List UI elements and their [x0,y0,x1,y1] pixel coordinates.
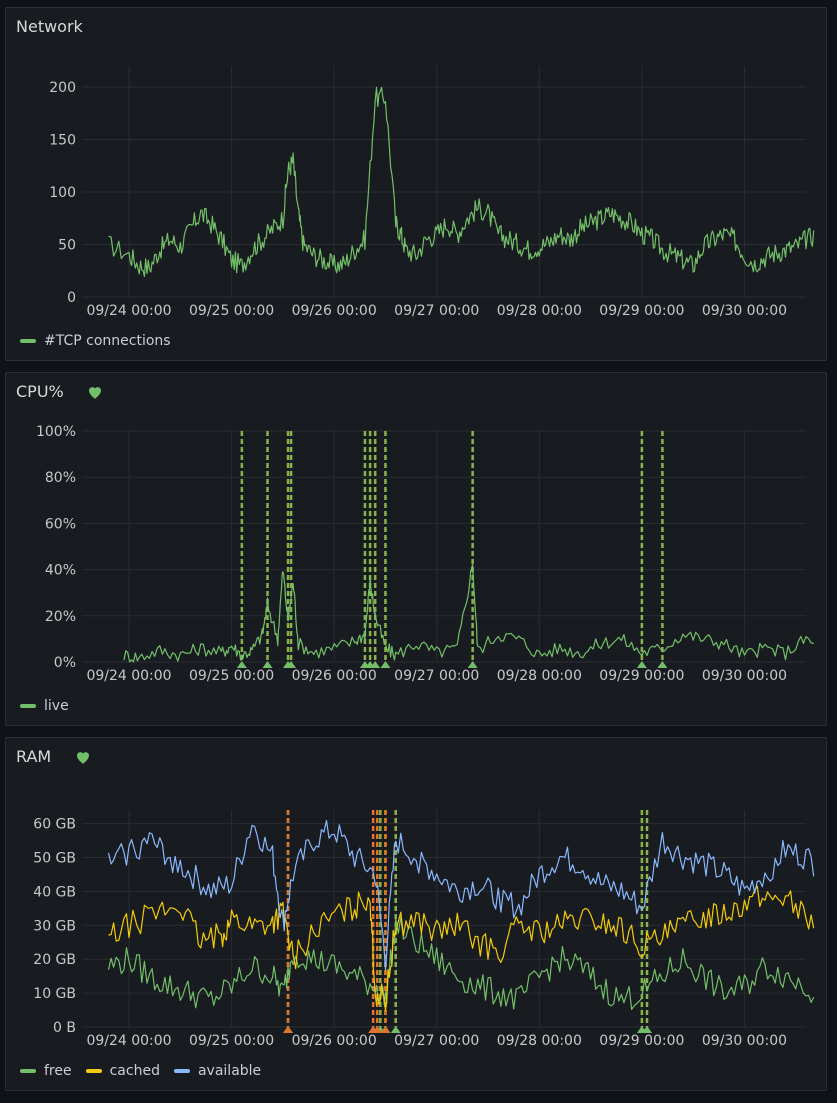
legend-label: cached [109,1063,160,1079]
annotation-marker [262,661,273,668]
y-tick-label: 10 GB [33,986,76,1002]
y-tick-label: 200 [49,80,76,96]
y-tick-label: 30 GB [33,918,76,934]
ram-panel: RAM 0 B 10 GB 20 GB 30 GB 40 GB 50 GB 60 GB 09/… [5,737,827,1091]
x-tick-label: 09/25 00:00 [189,1033,274,1049]
y-tick-label: 100% [36,424,76,440]
y-tick-label: 50 GB [33,850,76,866]
legend-label: live [44,698,69,714]
legend-label: available [197,1063,262,1079]
series-line-available [107,820,815,971]
y-tick-label: 20% [45,609,76,625]
series-line-live [123,564,814,663]
ram-chart: 0 B 10 GB 20 GB 30 GB 40 GB 50 GB 60 GB 09/24 0… [33,810,815,1049]
y-tick-label: 0% [54,655,76,671]
legend-swatch [20,339,36,343]
legend-swatch [20,1069,36,1073]
legend-item-available[interactable]: available [173,1063,262,1079]
y-tick-label: 60% [45,516,76,532]
legend-item-free[interactable]: free [20,1063,72,1079]
annotation-marker [636,661,647,668]
network-chart: 0 50 100 150 200 09/24 00:00 09/25 00:00 09/26 … [49,66,815,319]
legend: free cached available [20,1063,261,1079]
legend-item-live[interactable]: live [20,698,69,714]
x-tick-label: 09/27 00:00 [394,1033,479,1049]
x-tick-label: 09/24 00:00 [86,668,171,684]
x-tick-label: 09/28 00:00 [497,1033,582,1049]
annotation-marker [370,661,381,668]
heart-icon[interactable] [74,748,92,766]
x-tick-label: 09/30 00:00 [702,668,787,684]
annotation-marker [390,1026,401,1033]
legend: live [20,698,69,714]
alert-marker [380,1026,391,1033]
annotation-marker [467,661,478,668]
legend-swatch [20,704,36,708]
y-tick-label: 0 [67,290,76,306]
annotation-marker [657,661,668,668]
legend-label: #TCP connections [44,333,171,349]
series-line-cached [108,885,815,1012]
legend-label: free [44,1063,72,1079]
y-tick-label: 40% [45,563,76,579]
y-tick-label: 100 [49,185,76,201]
y-tick-label: 20 GB [33,952,76,968]
legend-swatch [173,1069,190,1073]
x-tick-label: 09/28 00:00 [497,668,582,684]
cpu-panel: CPU% 0% 20% 40% 60% 80% 100% 09/24 00:00 09/25 … [5,372,827,726]
x-tick-label: 09/30 00:00 [702,1033,787,1049]
x-tick-label: 09/26 00:00 [292,668,377,684]
panel-title: RAM [16,747,52,766]
x-tick-label: 09/25 00:00 [189,303,274,319]
x-tick-label: 09/26 00:00 [292,303,377,319]
y-tick-label: 80% [45,470,76,486]
legend-swatch [85,1069,102,1073]
network-panel: Network 0 50 100 150 200 09/24 00:00 09/25 00:… [5,7,827,361]
x-tick-label: 09/27 00:00 [394,668,479,684]
panel-title: CPU% [16,382,64,401]
cpu-chart: 0% 20% 40% 60% 80% 100% 09/24 00:00 09/25 00:00… [36,424,814,684]
x-tick-label: 09/29 00:00 [599,1033,684,1049]
x-tick-label: 09/25 00:00 [189,668,274,684]
x-tick-label: 09/30 00:00 [702,303,787,319]
heart-icon[interactable] [86,383,104,401]
legend-item-tcp[interactable]: #TCP connections [20,333,171,349]
alert-marker [283,1026,294,1033]
y-tick-label: 60 GB [33,817,76,833]
x-tick-label: 09/29 00:00 [599,303,684,319]
legend: #TCP connections [20,333,171,349]
x-tick-label: 09/24 00:00 [86,1033,171,1049]
legend-item-cached[interactable]: cached [85,1063,160,1079]
x-tick-label: 09/29 00:00 [599,668,684,684]
x-tick-label: 09/26 00:00 [292,1033,377,1049]
x-tick-label: 09/28 00:00 [497,303,582,319]
panel-title: Network [16,17,83,36]
y-tick-label: 150 [49,133,76,149]
annotation-marker [380,661,391,668]
x-tick-label: 09/24 00:00 [86,303,171,319]
series-line--tcp-connections [108,86,815,277]
y-tick-label: 40 GB [33,884,76,900]
series-line-free [107,916,815,1010]
annotation-marker [642,1026,653,1033]
annotation-marker [236,661,247,668]
y-tick-label: 50 [58,238,76,254]
y-tick-label: 0 B [53,1020,76,1036]
x-tick-label: 09/27 00:00 [394,303,479,319]
annotation-marker [286,661,297,668]
alert-marker [372,1026,383,1033]
